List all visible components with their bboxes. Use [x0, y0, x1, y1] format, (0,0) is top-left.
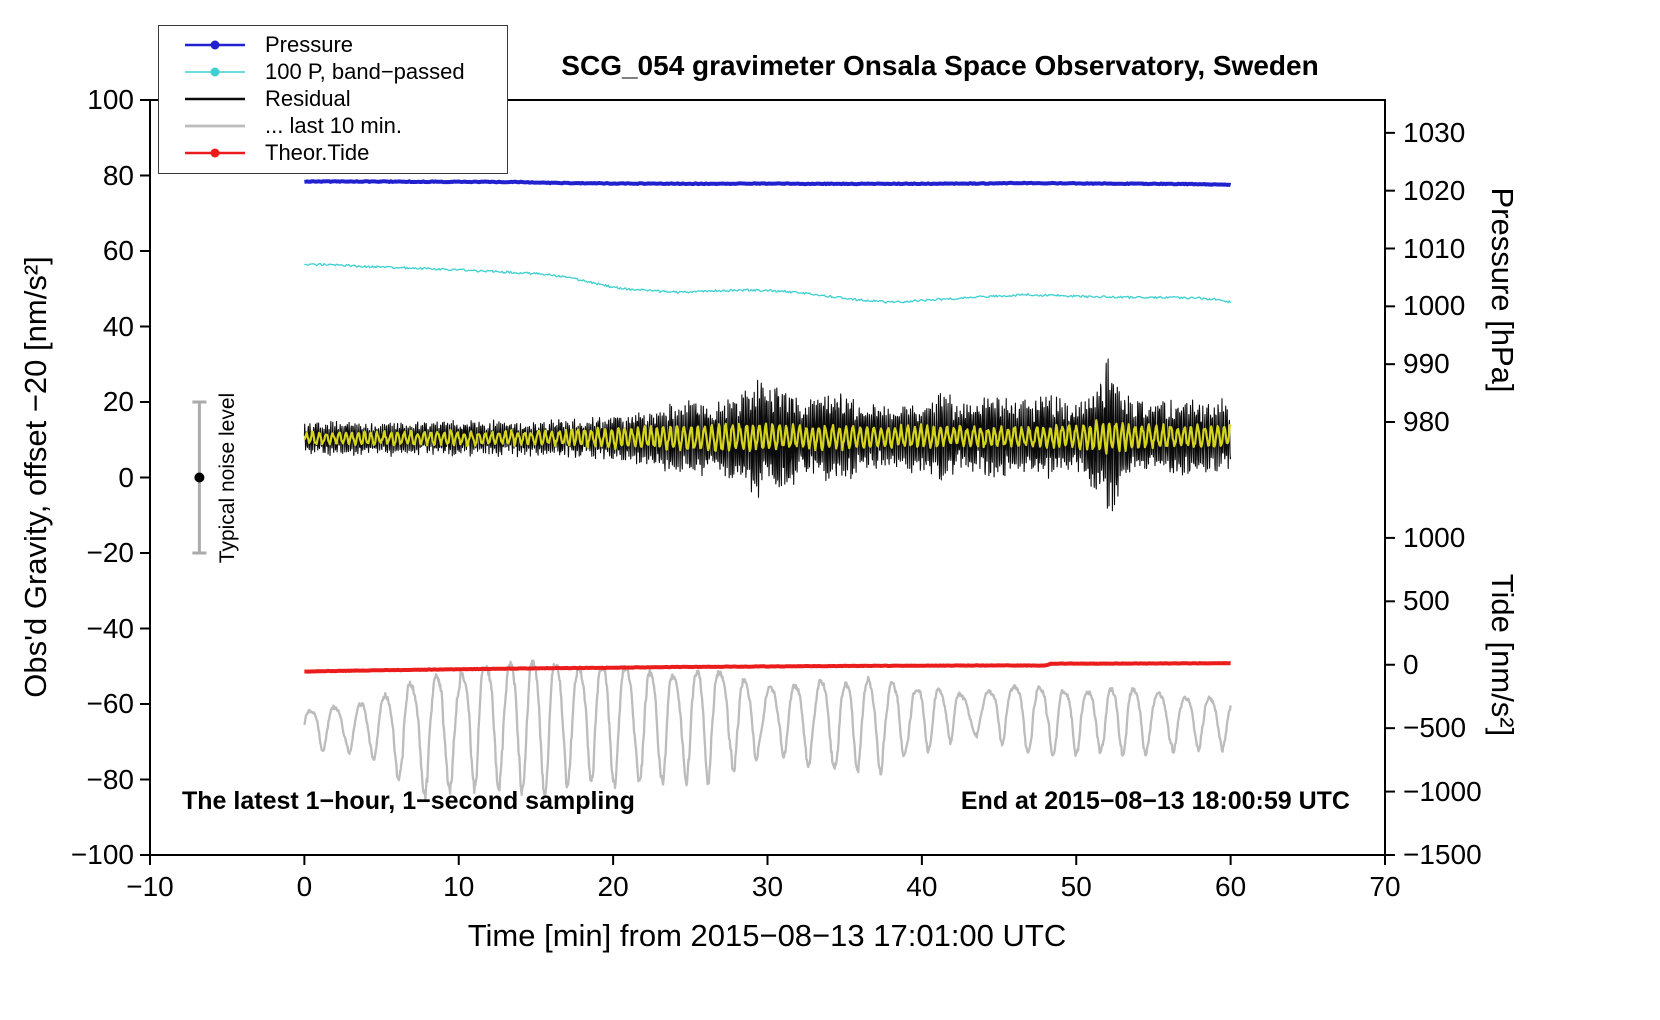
gravity-tick-label: 100	[87, 84, 134, 115]
axis-ticks	[140, 99, 1395, 865]
tide-tick-label: 1000	[1403, 521, 1466, 553]
series-pressure	[303, 179, 1232, 188]
legend-item-label: Theor.Tide	[265, 139, 370, 165]
tide-tick-label: 500	[1403, 585, 1450, 617]
x-tick-label: 20	[597, 871, 629, 902]
band-passed-legend-line-icon	[185, 67, 245, 76]
residual-legend-marker	[175, 91, 255, 107]
series-residual-filtered	[303, 419, 1232, 455]
legend: Pressure 100 P, band−passed Residual... la…	[158, 25, 508, 174]
x-tick-label: 30	[751, 871, 784, 902]
x-tick-label: 10	[443, 871, 475, 902]
gravity-tick-label: 20	[102, 386, 134, 417]
pressure-legend-line-icon	[185, 40, 245, 49]
x-axis-label: Time [min] from 2015−08−13 17:01:00 UTC	[467, 918, 1067, 953]
legend-item-label: Residual	[265, 85, 351, 111]
series-band-passed	[304, 262, 1232, 304]
sampling-note: The latest 1−hour, 1−second sampling	[182, 787, 635, 815]
y-axis-label-tide: Tide [nm/s²]	[1485, 573, 1520, 737]
x-tick-label: 40	[906, 871, 938, 902]
pressure-tick-label: 990	[1403, 348, 1450, 380]
x-tick-label: 70	[1369, 871, 1401, 902]
legend-item-pressure: Pressure	[159, 31, 507, 58]
pressure-tick-label: 1010	[1403, 232, 1466, 264]
noise-level-label: Typical noise level	[216, 392, 239, 564]
legend-item-label: 100 P, band−passed	[265, 58, 465, 84]
gravity-tick-label: 60	[102, 235, 134, 266]
tide-tick-label: −1500	[1403, 839, 1482, 870]
end-time-note: End at 2015−08−13 18:00:59 UTC	[960, 787, 1350, 815]
gravity-tick-label: 40	[102, 310, 134, 342]
plot-frame	[149, 99, 1386, 856]
last-10-min-legend-line-icon	[185, 124, 245, 127]
tide-tick-label: −500	[1403, 712, 1467, 744]
last-10-min-legend-marker	[175, 118, 255, 134]
theor-tide-legend-line-icon	[185, 148, 245, 157]
pressure-tick-label: 1030	[1403, 116, 1466, 148]
x-tick-label: −10	[126, 871, 174, 902]
legend-item-theor-tide: Theor.Tide	[159, 139, 507, 166]
noise-level-errorbar	[192, 400, 207, 555]
gravity-tick-label: 80	[102, 159, 134, 191]
tide-tick-label: −1000	[1403, 775, 1482, 807]
legend-item-label: Pressure	[265, 31, 354, 57]
gravity-tick-label: −40	[86, 612, 135, 644]
series-theor-tide	[303, 661, 1232, 674]
x-tick-label: 60	[1215, 871, 1247, 902]
noise-level-dot	[194, 472, 205, 483]
legend-item-residual: Residual	[159, 85, 507, 112]
gravity-tick-label: 0	[118, 461, 134, 493]
gravity-tick-label: −20	[86, 537, 135, 568]
tide-tick-label: 0	[1403, 648, 1419, 680]
pressure-legend-marker	[175, 37, 255, 53]
band-passed-legend-marker	[175, 64, 255, 80]
y-axis-label-pressure: Pressure [hPa]	[1485, 187, 1520, 393]
series-last-10-min	[303, 659, 1232, 800]
gravity-tick-label: −80	[86, 763, 135, 795]
x-tick-label: 50	[1060, 871, 1092, 902]
legend-item-last-10-min: ... last 10 min.	[159, 112, 507, 139]
residual-legend-line-icon	[185, 97, 245, 100]
gravity-tick-label: −60	[86, 688, 135, 719]
chart-title: SCG_054 gravimeter Onsala Space Observat…	[561, 50, 1319, 81]
pressure-tick-label: 980	[1403, 406, 1450, 437]
y-axis-label-gravity: Obs'd Gravity, offset −20 [nm/s²]	[18, 256, 53, 698]
legend-item-label: ... last 10 min.	[265, 112, 402, 138]
gravity-tick-label: −100	[70, 839, 134, 870]
pressure-tick-label: 1000	[1403, 290, 1466, 322]
theor-tide-legend-marker	[175, 145, 255, 161]
pressure-tick-label: 1020	[1403, 174, 1466, 206]
legend-item-band-passed: 100 P, band−passed	[159, 58, 507, 85]
x-tick-label: 0	[296, 871, 313, 902]
